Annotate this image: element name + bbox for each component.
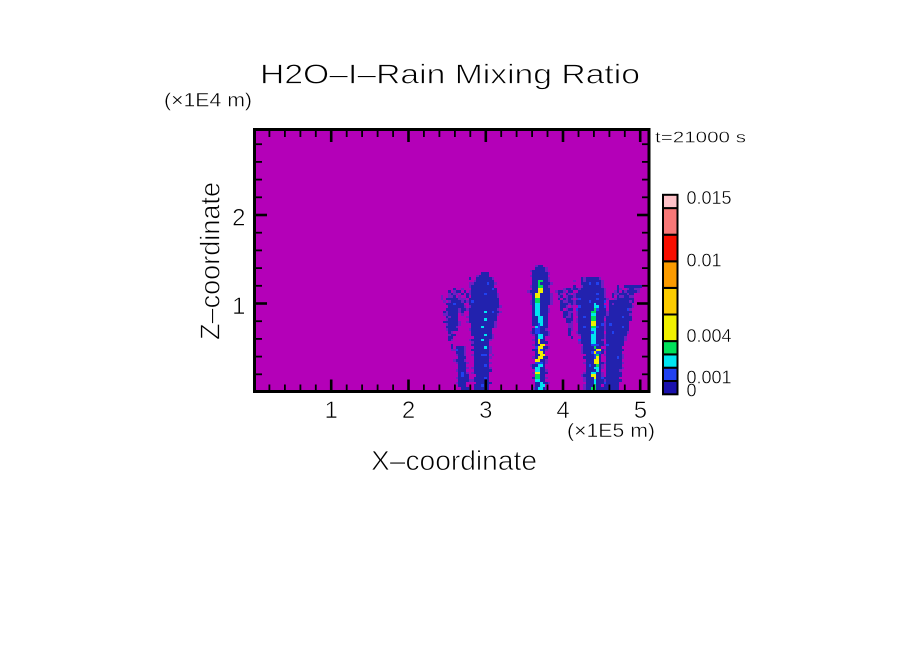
svg-text:t=21000 s: t=21000 s xyxy=(655,130,746,147)
svg-text:5: 5 xyxy=(634,397,647,424)
svg-text:0.01: 0.01 xyxy=(687,251,722,271)
svg-text:3: 3 xyxy=(479,397,492,424)
svg-text:0: 0 xyxy=(687,381,697,401)
svg-text:1: 1 xyxy=(325,397,338,424)
svg-text:H2O–I–Rain Mixing Ratio: H2O–I–Rain Mixing Ratio xyxy=(260,59,640,90)
svg-text:(×1E4 m): (×1E4 m) xyxy=(164,91,252,112)
svg-text:Z–coordinate: Z–coordinate xyxy=(195,182,226,340)
svg-text:0.015: 0.015 xyxy=(687,188,732,208)
svg-text:2: 2 xyxy=(402,397,415,424)
svg-text:X–coordinate: X–coordinate xyxy=(371,445,537,476)
svg-text:2: 2 xyxy=(232,205,245,232)
svg-text:0.001: 0.001 xyxy=(687,368,732,388)
svg-text:1: 1 xyxy=(232,293,245,320)
svg-text:0.004: 0.004 xyxy=(687,326,732,346)
svg-text:(×1E5 m): (×1E5 m) xyxy=(567,421,655,442)
svg-text:4: 4 xyxy=(556,397,569,424)
